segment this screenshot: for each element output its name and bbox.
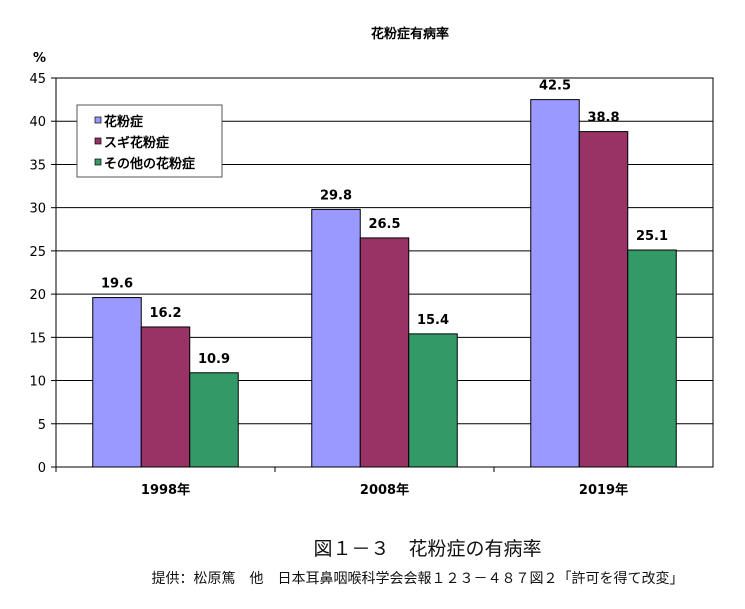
bar: [359, 237, 410, 468]
y-tick-label: 25: [29, 245, 46, 260]
bar-chart: 花粉症有病率 % 0 5 10 15 20 25 30 35 40 45 1998年 19.6 16.2…: [29, 26, 714, 498]
bar: [92, 297, 142, 468]
data-label: 10.9: [198, 352, 230, 367]
data-label: 15.4: [417, 313, 449, 328]
y-tick-label: 30: [29, 202, 46, 217]
y-tick-label: 10: [29, 375, 46, 390]
y-axis-unit: %: [33, 51, 46, 66]
x-tick-label: 2019年: [579, 482, 628, 498]
data-label: 25.1: [636, 229, 668, 244]
legend-swatch: [94, 116, 102, 124]
data-label: 42.5: [539, 79, 571, 94]
legend-label: 花粉症: [104, 114, 143, 130]
bar: [530, 99, 580, 468]
y-tick-label: 40: [29, 115, 46, 130]
data-label: 26.5: [368, 217, 400, 232]
legend-swatch: [94, 137, 102, 145]
legend-swatch: [94, 158, 102, 166]
y-tick-label: 20: [29, 288, 46, 303]
bar: [408, 333, 458, 468]
y-tick-label: 0: [38, 461, 46, 476]
x-tick-label: 2008年: [360, 482, 409, 498]
data-label: 29.8: [320, 188, 352, 203]
figure-caption: 図１－３ 花粉症の有病率: [313, 538, 542, 560]
legend-label: スギ花粉症: [104, 135, 169, 151]
y-tick-label: 5: [38, 418, 46, 433]
bar: [627, 249, 677, 468]
chart-title: 花粉症有病率: [371, 26, 449, 42]
data-label: 38.8: [587, 111, 619, 126]
legend-label: その他の花粉症: [104, 156, 195, 172]
source-caption: 提供：松原篤 他 日本耳鼻咽喉科学会会報１２３－４８７図２「許可を得て改変」: [151, 571, 684, 587]
bar: [311, 208, 361, 468]
bar: [189, 372, 239, 468]
data-label: 16.2: [149, 306, 181, 321]
y-tick-label: 35: [29, 158, 46, 173]
bar: [140, 326, 191, 468]
data-label: 19.6: [101, 277, 133, 292]
bar: [578, 131, 629, 468]
y-tick-label: 15: [29, 331, 46, 346]
x-tick-label: 1998年: [141, 482, 190, 498]
y-tick-label: 45: [29, 72, 46, 87]
